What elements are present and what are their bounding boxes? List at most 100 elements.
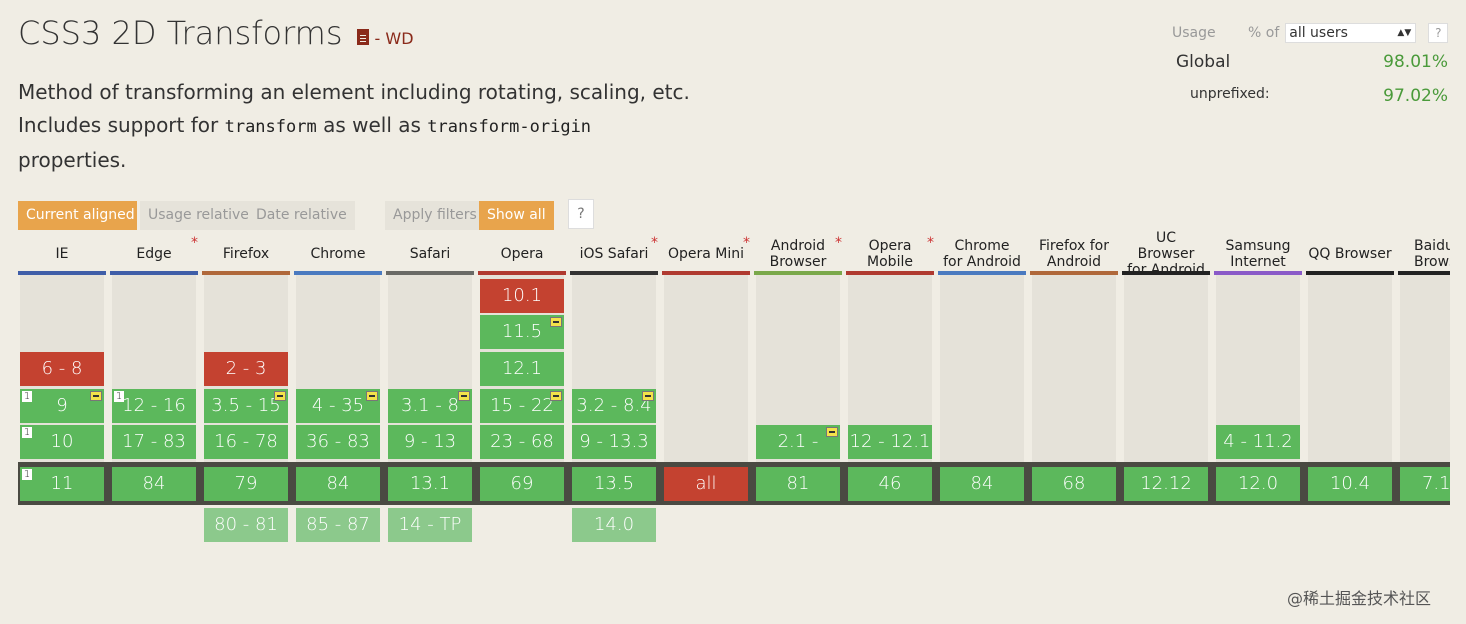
browser-header-ie[interactable]: IE xyxy=(18,237,106,271)
browser-header-android-browser[interactable]: Android Browser * xyxy=(754,235,842,271)
apply-filters-button[interactable]: Apply filters xyxy=(385,201,485,230)
version-cell[interactable]: 3.2 - 8.4 xyxy=(572,389,656,423)
description-text: Includes support for xyxy=(18,113,219,137)
browser-header-firefox-android[interactable]: Firefox for Android xyxy=(1030,237,1118,271)
browser-color-bar xyxy=(1122,271,1210,275)
global-label: Global xyxy=(1176,52,1231,72)
version-label: 4 - 35 xyxy=(311,395,365,416)
watermark: @稀土掘金技术社区 xyxy=(1287,589,1432,608)
notes-star-icon: * xyxy=(743,235,750,251)
prefix-icon xyxy=(642,391,654,401)
browser-header-ios-safari[interactable]: iOS Safari * xyxy=(570,235,658,271)
version-cell[interactable]: 14.0 xyxy=(572,508,656,542)
version-label: 2 - 3 xyxy=(225,358,267,379)
version-cell[interactable]: 12.1 xyxy=(480,352,564,386)
notes-star-icon: * xyxy=(651,235,658,251)
browser-header-safari[interactable]: Safari xyxy=(386,237,474,271)
user-scope-select[interactable]: all users ▲▼ xyxy=(1285,23,1417,43)
version-cell[interactable]: 9 - 13 xyxy=(388,425,472,459)
description-line: properties. xyxy=(18,148,127,172)
version-label: 10.4 xyxy=(1329,473,1371,494)
browser-name: iOS Safari xyxy=(579,246,649,262)
version-cell[interactable]: 3.5 - 15 xyxy=(204,389,288,423)
prefix-icon xyxy=(274,391,286,401)
version-cell[interactable]: 10.4 xyxy=(1308,467,1392,501)
version-cell[interactable]: 6 - 8 xyxy=(20,352,104,386)
browser-name: Baidu Browser xyxy=(1414,238,1450,270)
version-cell[interactable]: 69 xyxy=(480,467,564,501)
document-icon[interactable] xyxy=(356,29,369,45)
browser-column-samsung: Samsung Internet 4 - 11.2 12.0 xyxy=(1214,237,1302,501)
browser-header-chrome[interactable]: Chrome xyxy=(294,237,382,271)
version-cell[interactable]: 2 - 3 xyxy=(204,352,288,386)
version-cell[interactable]: 13.1 xyxy=(388,467,472,501)
version-cell[interactable]: 4 - 35 xyxy=(296,389,380,423)
browser-header-samsung[interactable]: Samsung Internet xyxy=(1214,237,1302,271)
version-cell[interactable]: 84 xyxy=(296,467,380,501)
version-cell[interactable]: 79 xyxy=(204,467,288,501)
usage-relative-button[interactable]: Usage relative xyxy=(140,201,257,230)
version-cell[interactable]: 84 xyxy=(112,467,196,501)
browser-column-chrome: Chrome 4 - 35 36 - 83 84 85 - 87 xyxy=(294,237,382,542)
browser-header-baidu[interactable]: Baidu Browser xyxy=(1398,237,1450,271)
version-cell[interactable]: 16 - 78 xyxy=(204,425,288,459)
version-cell[interactable]: 2.1 - 4.4.4 xyxy=(756,425,840,486)
version-cell[interactable]: 11.5 xyxy=(480,315,564,349)
spec-status[interactable]: - WD xyxy=(374,29,414,48)
browser-color-bar xyxy=(478,271,566,275)
version-cell[interactable]: 13.5 xyxy=(572,467,656,501)
version-cell[interactable]: 15 - 22 xyxy=(480,389,564,423)
browser-header-qq[interactable]: QQ Browser xyxy=(1306,237,1394,271)
version-cell[interactable]: 68 xyxy=(1032,467,1116,501)
browser-header-opera[interactable]: Opera xyxy=(478,237,566,271)
version-cell[interactable]: 85 - 87 xyxy=(296,508,380,542)
browser-header-opera-mobile[interactable]: Opera Mobile * xyxy=(846,235,934,271)
usage-help-button[interactable]: ? xyxy=(1428,23,1449,43)
browser-header-edge[interactable]: Edge * xyxy=(110,235,198,271)
version-cell[interactable]: 7.12 xyxy=(1400,467,1450,501)
browser-name: Chrome xyxy=(310,246,366,262)
column-background xyxy=(1308,275,1392,462)
version-cell[interactable]: 36 - 83 xyxy=(296,425,380,459)
version-cell[interactable]: 14 - TP xyxy=(388,508,472,542)
version-label: 36 - 83 xyxy=(306,431,370,452)
version-cell[interactable]: 81 xyxy=(756,467,840,501)
browser-header-uc-browser[interactable]: UC Browser for Android xyxy=(1122,230,1210,278)
note-marker: 1 xyxy=(22,469,32,480)
version-cell[interactable]: 12.12 xyxy=(1124,467,1208,501)
version-cell[interactable]: 12 - 12.1 xyxy=(848,425,932,459)
version-cell[interactable]: 9 - 13.3 xyxy=(572,425,656,459)
browser-column-ios-safari: iOS Safari * 3.2 - 8.4 9 - 13.3 13.5 14.0 xyxy=(570,235,658,542)
browser-color-bar xyxy=(754,271,842,275)
browser-header-firefox[interactable]: Firefox xyxy=(202,237,290,271)
version-cell[interactable]: 80 - 81 xyxy=(204,508,288,542)
version-cell[interactable]: 12.0 xyxy=(1216,467,1300,501)
version-cell[interactable]: 12 - 16 1 xyxy=(112,389,196,423)
browser-header-chrome-android[interactable]: Chrome for Android xyxy=(938,237,1026,271)
browser-column-opera-mini: Opera Mini * all xyxy=(662,235,750,501)
version-cell[interactable]: 84 xyxy=(940,467,1024,501)
version-cell[interactable]: all xyxy=(664,467,748,501)
browser-color-bar xyxy=(1398,271,1450,275)
version-label: 15 - 22 xyxy=(490,395,554,416)
version-label: 6 - 8 xyxy=(41,358,83,379)
version-label: 12.1 xyxy=(501,358,543,379)
version-cell[interactable]: 23 - 68 xyxy=(480,425,564,459)
version-cell[interactable]: 46 xyxy=(848,467,932,501)
current-aligned-button[interactable]: Current aligned xyxy=(18,201,137,230)
version-label: 85 - 87 xyxy=(306,514,370,535)
version-cell[interactable]: 4 - 11.2 xyxy=(1216,425,1300,459)
version-cell[interactable]: 10 1 xyxy=(20,425,104,459)
version-cell[interactable]: 17 - 83 xyxy=(112,425,196,459)
show-all-button[interactable]: Show all xyxy=(479,201,554,230)
date-relative-button[interactable]: Date relative xyxy=(248,201,355,230)
column-background xyxy=(1124,275,1208,462)
version-cell[interactable]: 10.1 xyxy=(480,279,564,313)
help-button[interactable]: ? xyxy=(568,199,594,229)
browser-header-opera-mini[interactable]: Opera Mini * xyxy=(662,235,750,271)
version-cell[interactable]: 3.1 - 8 xyxy=(388,389,472,423)
user-scope-value: all users xyxy=(1289,25,1348,41)
browser-name: Samsung Internet xyxy=(1225,238,1291,270)
version-cell[interactable]: 11 1 xyxy=(20,467,104,501)
